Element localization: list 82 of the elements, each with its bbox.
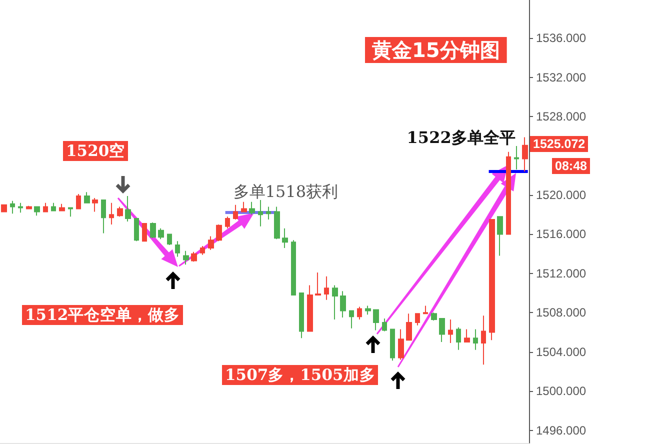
- candlestick: [291, 240, 296, 296]
- candlestick: [481, 315, 486, 366]
- y-tick-label: 1528.000: [536, 110, 586, 124]
- candlestick: [191, 251, 197, 262]
- candlestick: [382, 318, 387, 332]
- candlestick: [158, 228, 164, 240]
- candlestick: [266, 206, 271, 220]
- candlestick: [68, 207, 73, 218]
- candlestick: [464, 328, 470, 343]
- candlestick: [439, 318, 445, 343]
- candlestick: [51, 202, 56, 212]
- annotation: 1507多，1505加多: [222, 365, 378, 385]
- candlestick: [216, 224, 222, 242]
- candlestick: [456, 326, 461, 350]
- candlestick: [10, 200, 15, 214]
- candlestick: [109, 202, 114, 225]
- candlestick: [315, 272, 321, 296]
- text: 08:48: [552, 158, 590, 174]
- candlestick: [258, 199, 263, 227]
- candlestick: [167, 234, 172, 246]
- y-tick-label: 1520.000: [536, 188, 586, 202]
- candlestick: [117, 206, 123, 218]
- candlestick: [150, 222, 156, 239]
- candlestick: [101, 199, 106, 234]
- candlestick: [125, 196, 131, 222]
- text: 1525.072: [530, 136, 588, 152]
- candlestick: [34, 206, 40, 216]
- candlestick: [76, 194, 81, 210]
- candlestick: [175, 240, 180, 258]
- candlestick: [522, 136, 528, 172]
- candlestick: [200, 246, 205, 256]
- candlestick: [340, 290, 346, 318]
- candlestick: [183, 250, 189, 266]
- candlestick: [415, 313, 420, 326]
- candlestick: [423, 305, 428, 314]
- candlestick: [142, 222, 147, 242]
- y-tick-label: 1512.000: [536, 266, 586, 280]
- candlestick: [241, 201, 247, 212]
- y-tick-label: 1496.000: [536, 423, 586, 438]
- y-tick-label: 1500.000: [536, 384, 586, 398]
- candlestick: [43, 202, 48, 212]
- candlestick: [332, 284, 338, 320]
- candlestick: [18, 202, 23, 214]
- candlestick: [84, 192, 90, 204]
- ref-line-label: 1522多单全平: [406, 128, 516, 147]
- candlestick: [92, 197, 98, 212]
- annotation: 1520空: [63, 141, 128, 161]
- candlestick: [365, 305, 371, 316]
- candlestick: [390, 328, 395, 362]
- ref-line-label: 多单1518获利: [233, 182, 338, 202]
- candlestick: [249, 201, 255, 216]
- candlestick: [233, 204, 238, 220]
- candlestick: [357, 306, 362, 320]
- candlestick: [134, 218, 139, 242]
- y-tick-label: 1516.000: [536, 227, 586, 242]
- candlestick: [489, 219, 495, 341]
- candlestick: [431, 312, 437, 321]
- y-tick-label: 1504.000: [536, 344, 586, 359]
- candlestick: [398, 328, 404, 360]
- candlestick: [349, 310, 354, 329]
- candlestick: [225, 216, 230, 229]
- annotation: 1512平仓空单，做多: [22, 305, 184, 325]
- y-tick-label: 1532.000: [536, 70, 586, 84]
- candlestick: [59, 203, 65, 212]
- y-tick-label: 1508.000: [536, 306, 586, 320]
- candlestick: [274, 206, 280, 240]
- candlestick: [282, 228, 288, 248]
- y-tick-label: 1536.000: [536, 31, 586, 46]
- candlestick: [473, 328, 478, 350]
- candlestick: [514, 146, 519, 170]
- candlestick: [324, 276, 329, 300]
- candlestick: [373, 309, 379, 331]
- candlestick: [299, 292, 304, 339]
- candlestick: [1, 204, 7, 212]
- candlestick: [497, 216, 503, 256]
- text: 黄金15分钟图: [371, 38, 500, 62]
- candlestick: [307, 284, 313, 332]
- candlestick: [506, 151, 511, 235]
- candlestick: [208, 236, 214, 250]
- candlestick: [26, 205, 32, 210]
- candlestick: [448, 319, 453, 344]
- candlestick: [406, 313, 412, 341]
